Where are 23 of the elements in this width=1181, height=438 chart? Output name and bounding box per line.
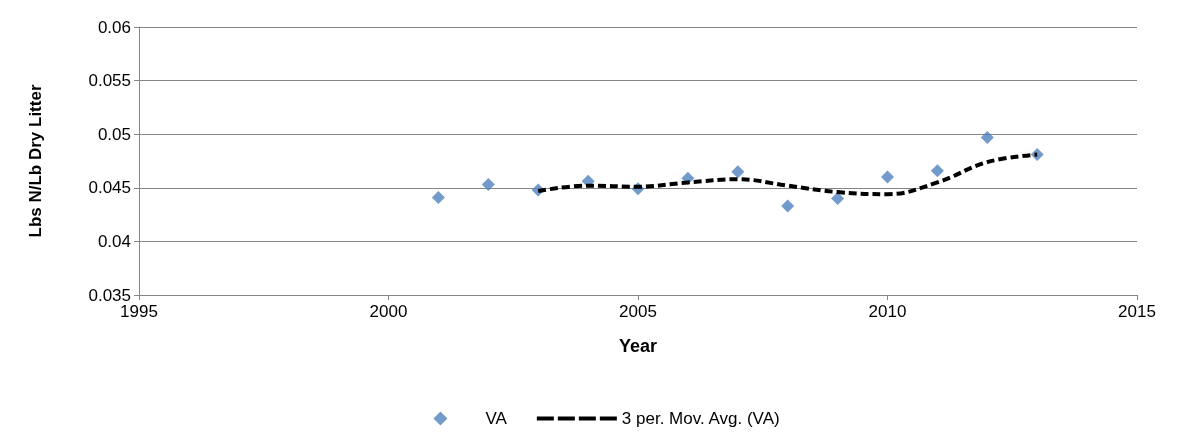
x-tick-label: 2000	[369, 302, 408, 321]
y-tick-label: 0.045	[88, 178, 131, 198]
y-tick-label: 0.035	[88, 285, 131, 305]
y-axis-title: Lbs N/Lb Dry Litter	[26, 84, 45, 238]
x-tick-label: 1995	[120, 302, 158, 321]
point	[881, 170, 894, 184]
point	[431, 190, 445, 204]
x-tick-label: 2005	[619, 302, 657, 321]
y-tick-label: 0.055	[88, 71, 131, 91]
point	[980, 130, 994, 144]
legend-label: 3 per. Mov. Avg. (VA)	[621, 409, 780, 428]
point	[831, 192, 845, 206]
point	[481, 178, 495, 192]
y-tick-label: 0.06	[97, 17, 131, 37]
point	[731, 165, 745, 179]
x-tick-label: 2010	[868, 302, 907, 321]
y-tick-label: 0.04	[97, 231, 131, 251]
point	[781, 199, 795, 213]
y-tick-label: 0.05	[97, 124, 131, 144]
x-tick-label: 2015	[1118, 302, 1156, 321]
legend-label: VA	[485, 409, 508, 428]
point	[930, 164, 944, 178]
x-axis-title: Year	[618, 336, 658, 356]
